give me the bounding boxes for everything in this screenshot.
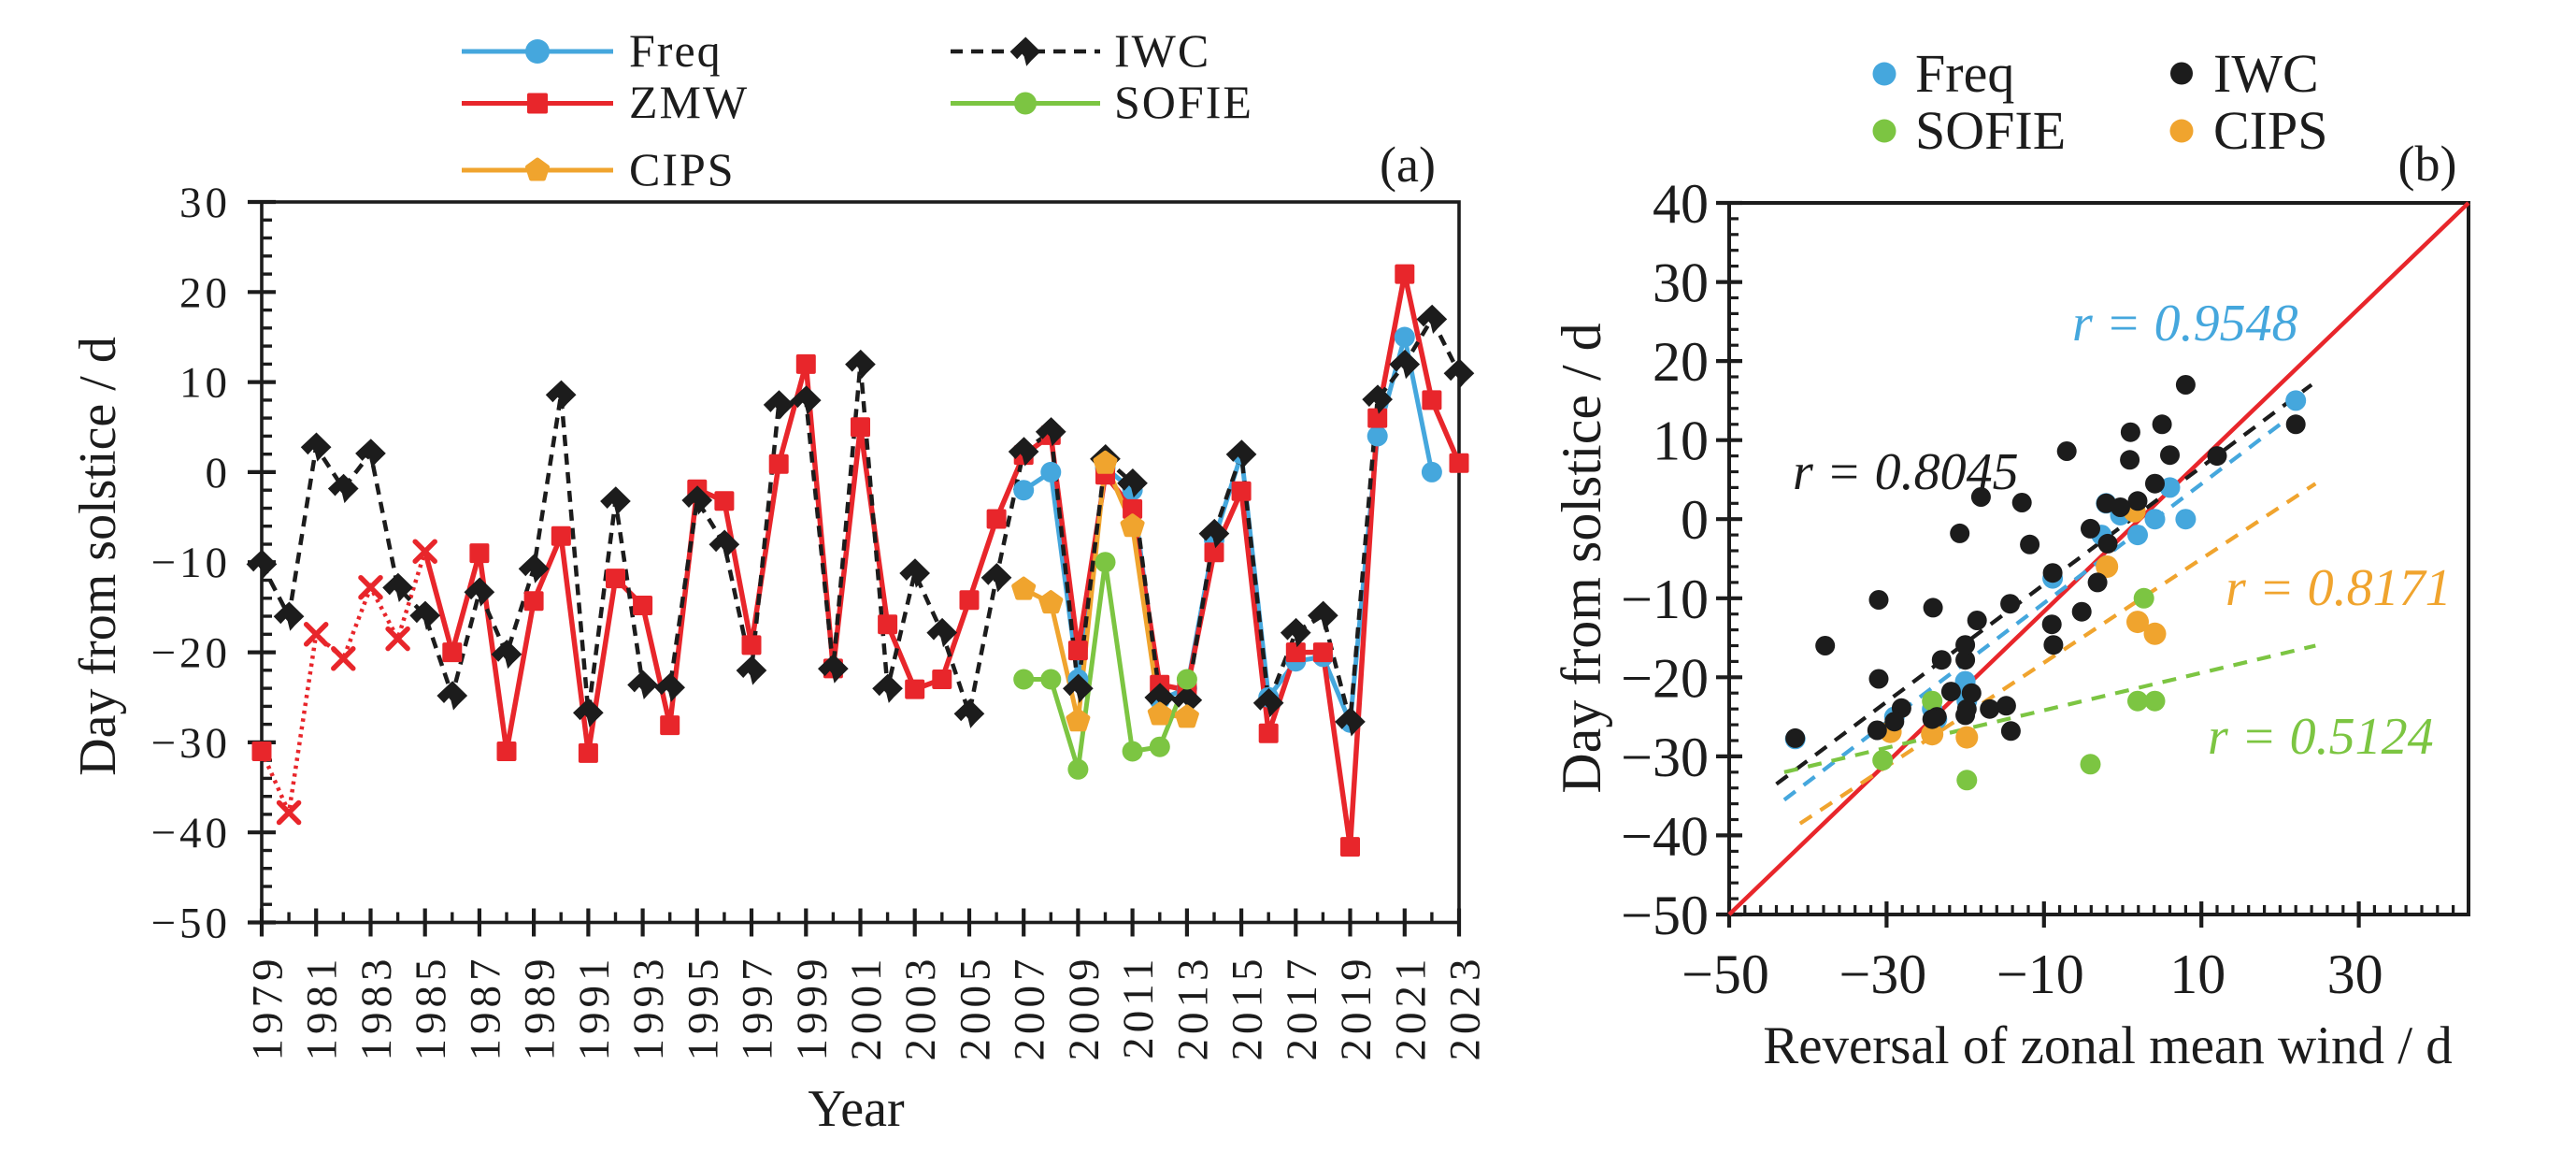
svg-text:1993: 1993 (624, 955, 673, 1061)
svg-text:1999: 1999 (788, 955, 837, 1061)
svg-text:2003: 2003 (896, 955, 945, 1061)
svg-text:Day from solstice / d: Day from solstice / d (1551, 323, 1612, 793)
svg-text:1991: 1991 (570, 955, 619, 1061)
svg-text:−20: −20 (1621, 647, 1709, 709)
svg-text:SOFIE: SOFIE (1114, 76, 1253, 128)
svg-text:CIPS: CIPS (629, 143, 736, 195)
svg-text:0: 0 (206, 449, 232, 497)
svg-text:IWC: IWC (2213, 43, 2319, 104)
svg-text:−10: −10 (150, 539, 231, 587)
svg-text:30: 30 (2327, 943, 2383, 1005)
svg-text:20: 20 (1653, 331, 1709, 393)
svg-text:0: 0 (1681, 489, 1709, 551)
svg-text:−20: −20 (150, 629, 231, 678)
svg-text:−50: −50 (1621, 885, 1709, 946)
svg-text:2001: 2001 (842, 955, 891, 1061)
svg-text:2021: 2021 (1386, 955, 1435, 1061)
svg-text:−30: −30 (1839, 943, 1926, 1005)
svg-text:2009: 2009 (1060, 955, 1109, 1061)
svg-text:Freq: Freq (629, 24, 723, 77)
svg-text:2007: 2007 (1006, 955, 1054, 1061)
svg-text:1985: 1985 (407, 955, 455, 1061)
svg-text:1995: 1995 (679, 955, 727, 1061)
svg-text:−50: −50 (150, 900, 231, 948)
svg-text:Reversal of zonal mean wind /: Reversal of zonal mean wind / d (1763, 1016, 2453, 1075)
svg-text:2011: 2011 (1114, 955, 1163, 1059)
svg-text:IWC: IWC (1114, 24, 1210, 77)
svg-text:30: 30 (179, 179, 231, 227)
svg-text:1997: 1997 (734, 955, 782, 1061)
svg-text:−30: −30 (150, 719, 231, 768)
svg-text:1989: 1989 (516, 955, 565, 1061)
svg-text:1981: 1981 (298, 955, 347, 1061)
svg-text:r = 0.8045: r = 0.8045 (1793, 443, 2019, 501)
svg-text:10: 10 (179, 359, 231, 408)
svg-text:20: 20 (179, 268, 231, 317)
svg-text:2017: 2017 (1278, 955, 1326, 1061)
svg-text:SOFIE: SOFIE (1915, 100, 2066, 161)
svg-text:10: 10 (2169, 943, 2225, 1005)
svg-text:2015: 2015 (1224, 955, 1272, 1061)
svg-text:10: 10 (1653, 410, 1709, 472)
svg-text:Day from solstice / d: Day from solstice / d (69, 337, 127, 776)
svg-text:r = 0.8171: r = 0.8171 (2225, 559, 2452, 617)
svg-text:Freq: Freq (1915, 43, 2014, 104)
svg-text:2013: 2013 (1168, 955, 1217, 1061)
svg-text:−50: −50 (1682, 943, 1769, 1005)
svg-text:CIPS: CIPS (2213, 100, 2328, 161)
svg-text:1979: 1979 (244, 955, 293, 1061)
svg-text:30: 30 (1653, 252, 1709, 314)
svg-text:r = 0.5124: r = 0.5124 (2208, 708, 2434, 766)
svg-text:−40: −40 (1621, 805, 1709, 867)
svg-text:r = 0.9548: r = 0.9548 (2072, 295, 2298, 353)
svg-text:2019: 2019 (1332, 955, 1381, 1061)
svg-text:40: 40 (1653, 173, 1709, 235)
svg-text:−30: −30 (1621, 727, 1709, 788)
svg-text:Year: Year (808, 1080, 905, 1138)
svg-text:ZMW: ZMW (629, 76, 749, 128)
svg-text:(b): (b) (2398, 136, 2457, 192)
svg-text:−10: −10 (1621, 569, 1709, 630)
svg-text:−40: −40 (150, 809, 231, 857)
svg-text:1987: 1987 (461, 955, 509, 1061)
svg-text:−10: −10 (1996, 943, 2084, 1005)
svg-text:2023: 2023 (1441, 955, 1490, 1061)
svg-text:2005: 2005 (952, 955, 1000, 1061)
svg-text:1983: 1983 (352, 955, 401, 1061)
svg-text:(a): (a) (1380, 137, 1436, 193)
